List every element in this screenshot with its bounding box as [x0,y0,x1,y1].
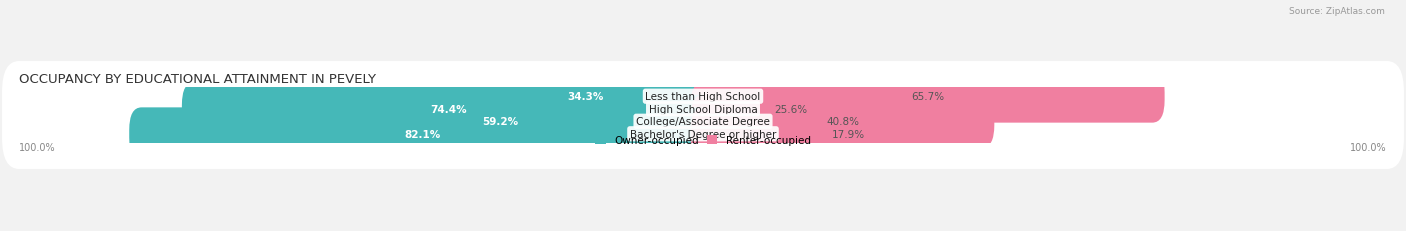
FancyBboxPatch shape [690,95,994,148]
Text: 17.9%: 17.9% [832,129,865,139]
Legend: Owner-occupied, Renter-occupied: Owner-occupied, Renter-occupied [591,132,815,150]
Text: 100.0%: 100.0% [20,142,56,152]
Text: Less than High School: Less than High School [645,92,761,102]
Text: Bachelor's Degree or higher: Bachelor's Degree or higher [630,129,776,139]
FancyBboxPatch shape [690,70,1164,123]
FancyBboxPatch shape [285,95,716,148]
Text: 65.7%: 65.7% [911,92,945,102]
FancyBboxPatch shape [1,62,1405,132]
Text: 34.3%: 34.3% [568,92,605,102]
Text: 59.2%: 59.2% [482,117,519,127]
Text: 100.0%: 100.0% [1350,142,1386,152]
Text: 74.4%: 74.4% [430,104,467,114]
Text: 25.6%: 25.6% [773,104,807,114]
Text: 40.8%: 40.8% [825,117,859,127]
FancyBboxPatch shape [1,74,1405,144]
Text: Source: ZipAtlas.com: Source: ZipAtlas.com [1289,7,1385,16]
FancyBboxPatch shape [129,108,716,161]
FancyBboxPatch shape [1,87,1405,157]
FancyBboxPatch shape [1,99,1405,169]
Text: College/Associate Degree: College/Associate Degree [636,117,770,127]
Text: OCCUPANCY BY EDUCATIONAL ATTAINMENT IN PEVELY: OCCUPANCY BY EDUCATIONAL ATTAINMENT IN P… [20,73,377,85]
Text: 82.1%: 82.1% [404,129,440,139]
FancyBboxPatch shape [690,83,890,136]
FancyBboxPatch shape [181,83,716,136]
FancyBboxPatch shape [690,108,838,161]
FancyBboxPatch shape [456,70,716,123]
Text: High School Diploma: High School Diploma [648,104,758,114]
